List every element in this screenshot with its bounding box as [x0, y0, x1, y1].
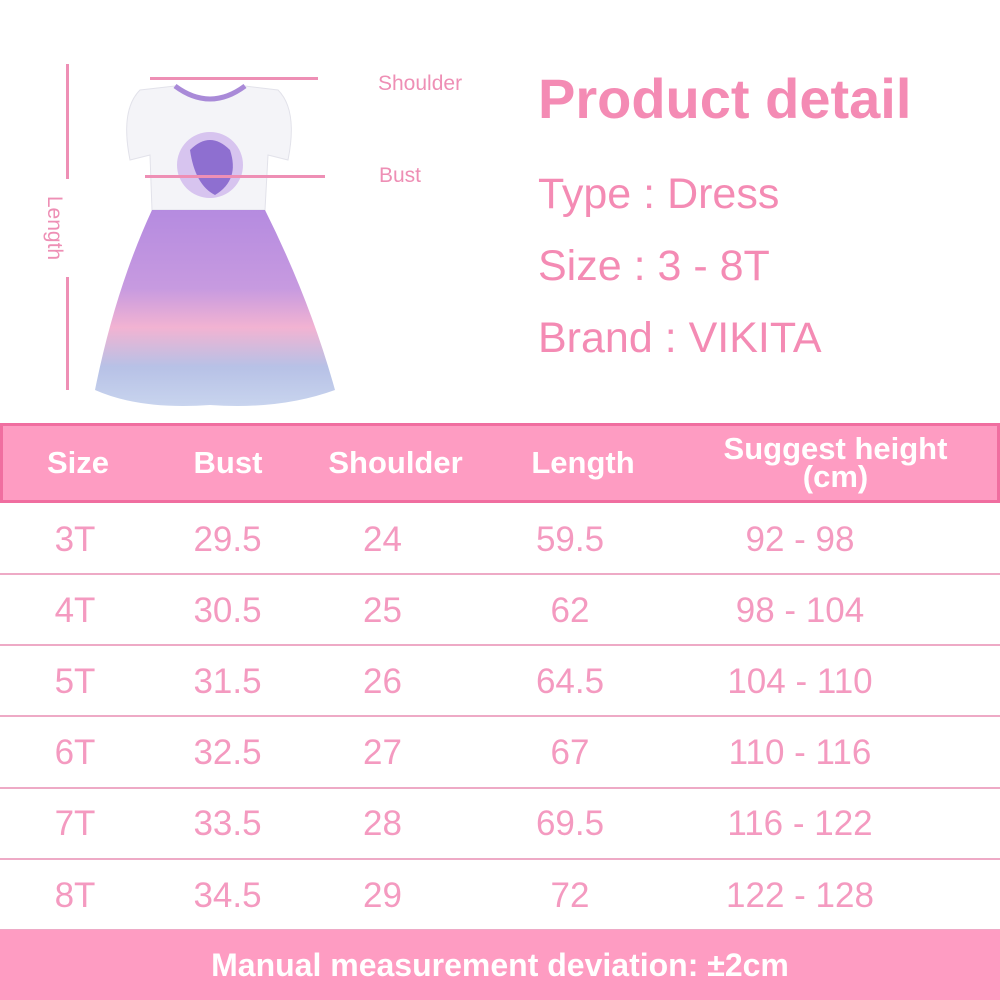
table-cell: 29.5 [193, 519, 262, 559]
bust-label: Bust [379, 164, 422, 187]
table-row: 8T 34.5 29 72 122 - 128 [0, 860, 1000, 931]
table-cell: 31.5 [193, 661, 262, 701]
table-cell: 34.5 [193, 875, 262, 915]
size-table-header: Size Bust Shoulder Length Suggest height… [0, 423, 1000, 503]
table-cell: 64.5 [535, 661, 605, 701]
table-cell: 27 [363, 733, 402, 773]
table-cell: 59.5 [535, 519, 605, 559]
header-shoulder: Shoulder [328, 445, 463, 480]
header-size: Size [46, 445, 110, 480]
table-row: 6T 32.5 27 67 110 - 116 [0, 718, 1000, 789]
dress-image [95, 83, 335, 406]
table-row: 5T 31.5 26 64.5 104 - 110 [0, 646, 1000, 718]
shoulder-measure-line [150, 77, 318, 80]
table-row: 7T 33.5 28 69.5 116 - 122 [0, 789, 1000, 860]
bust-measure-line [145, 175, 325, 178]
header-suggest-height: Suggest height (cm) [723, 431, 948, 494]
table-cell: 104 - 110 [727, 661, 873, 701]
table-cell: 6T [54, 733, 96, 773]
table-cell: 29 [363, 875, 402, 915]
table-row: 3T 29.5 24 59.5 92 - 98 [0, 504, 1000, 575]
table-cell: 8T [54, 875, 96, 915]
table-cell: 30.5 [193, 590, 262, 630]
table-cell: 5T [54, 661, 96, 701]
table-cell: 116 - 122 [727, 804, 873, 844]
header-bust: Bust [193, 445, 263, 480]
table-cell: 4T [54, 590, 96, 630]
table-cell: 32.5 [193, 733, 262, 773]
table-cell: 25 [363, 590, 402, 630]
table-cell: 33.5 [193, 804, 262, 844]
table-cell: 3T [54, 519, 96, 559]
length-measure-line-top [66, 64, 69, 179]
table-cell: 67 [550, 733, 590, 773]
table-row: 4T 30.5 25 62 98 - 104 [0, 575, 1000, 647]
header-length: Length [531, 445, 635, 480]
table-cell: 26 [363, 661, 402, 701]
table-cell: 62 [550, 590, 590, 630]
page-title: Product detail [538, 67, 912, 130]
product-brand: Brand : VIKITA [538, 314, 822, 362]
table-cell: 28 [363, 804, 402, 844]
table-cell: 69.5 [535, 804, 605, 844]
length-measure-line-bottom [66, 277, 69, 390]
shoulder-label: Shoulder [378, 72, 463, 95]
product-size: Size : 3 - 8T [538, 242, 770, 290]
table-cell: 7T [54, 804, 96, 844]
table-cell: 72 [550, 875, 590, 915]
table-cell: 122 - 128 [726, 875, 874, 915]
length-label: Length [43, 195, 67, 261]
table-cell: 98 - 104 [735, 590, 865, 630]
table-cell: 92 - 98 [745, 519, 855, 559]
table-cell: 24 [363, 519, 402, 559]
product-type: Type : Dress [538, 170, 780, 218]
table-cell: 110 - 116 [728, 733, 872, 773]
measurement-note: Manual measurement deviation: ±2cm [0, 930, 1000, 1000]
